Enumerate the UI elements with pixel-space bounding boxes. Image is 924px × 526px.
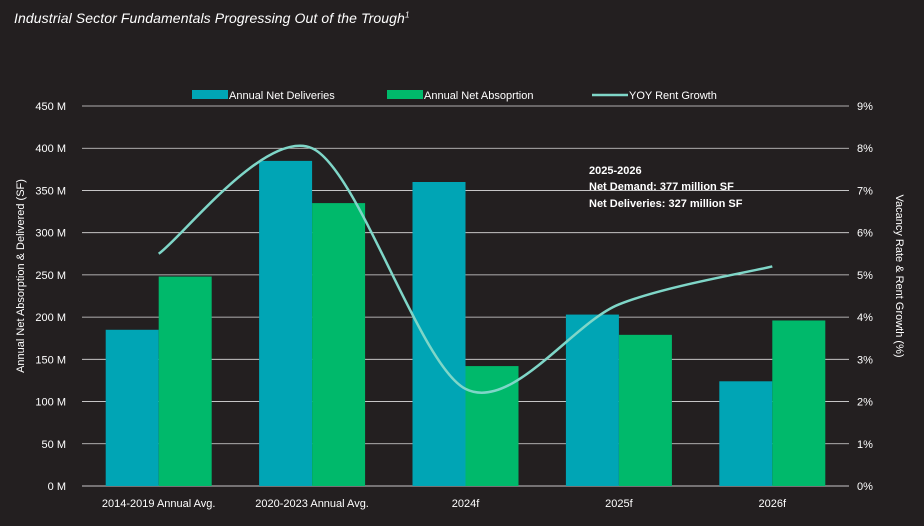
y-tick-label: 200 M <box>35 312 66 324</box>
y2-tick-label: 5% <box>857 270 873 282</box>
x-tick-label: 2025f <box>605 498 633 510</box>
y-tick-label: 50 M <box>42 439 66 451</box>
y-tick-label: 250 M <box>35 270 66 282</box>
legend: Annual Net Deliveries Annual Net Absoprti… <box>192 90 717 102</box>
legend-swatch <box>192 90 228 99</box>
y-tick-label: 400 M <box>35 143 66 155</box>
deliveries-bar <box>719 381 773 486</box>
annotation: 2025-2026 Net Demand: 377 million SF Net D… <box>589 165 743 210</box>
legend-label: Annual Net Absoprtion <box>424 90 533 102</box>
deliveries-bar <box>565 314 619 486</box>
y-tick-label: 350 M <box>35 185 66 197</box>
rent-growth-line-path <box>157 144 773 394</box>
y-tick-label: 100 M <box>35 397 66 409</box>
axes: 0 M 0% 50 M 1% 100 M 2% 150 M 3% 200 M 4% 250 M 5% 3… <box>15 101 905 510</box>
y2-tick-label: 6% <box>857 228 873 240</box>
x-tick-label: 2020-2023 Annual Avg. <box>255 498 369 510</box>
bars <box>105 160 826 486</box>
annotation-line: Net Demand: 377 million SF <box>589 181 734 193</box>
y2-tick-label: 0% <box>857 481 873 493</box>
y2-tick-label: 2% <box>857 397 873 409</box>
deliveries-bar <box>412 182 466 486</box>
absorption-bar <box>772 320 826 486</box>
x-tick-label: 2014-2019 Annual Avg. <box>102 498 216 510</box>
absorption-bar <box>312 203 366 486</box>
y2-tick-label: 8% <box>857 143 873 155</box>
absorption-bar <box>618 334 672 486</box>
y2-tick-label: 1% <box>857 439 873 451</box>
deliveries-bar <box>259 160 313 486</box>
x-tick-label: 2024f <box>452 498 480 510</box>
y2-tick-label: 9% <box>857 101 873 113</box>
y-tick-label: 0 M <box>48 481 66 493</box>
y2-tick-label: 3% <box>857 354 873 366</box>
y2-axis-title: Vacancy Rate & Rent Growth (%) <box>893 194 905 357</box>
rent-growth-line <box>157 144 773 394</box>
x-tick-label: 2026f <box>759 498 787 510</box>
absorption-bar <box>158 276 212 486</box>
y2-tick-label: 7% <box>857 185 873 197</box>
y-tick-label: 450 M <box>35 101 66 113</box>
y-axis-title: Annual Net Absorption & Delivered (SF) <box>15 179 27 373</box>
y2-tick-label: 4% <box>857 312 873 324</box>
legend-label: Annual Net Deliveries <box>229 90 335 102</box>
legend-swatch <box>387 90 423 99</box>
y-tick-label: 300 M <box>35 228 66 240</box>
page-title: Industrial Sector Fundamentals Progressi… <box>14 10 410 26</box>
legend-label: YOY Rent Growth <box>629 90 717 102</box>
annotation-line: 2025-2026 <box>589 165 642 177</box>
y-tick-label: 150 M <box>35 354 66 366</box>
annotation-line: Net Deliveries: 327 million SF <box>589 198 743 210</box>
deliveries-bar <box>105 329 159 486</box>
